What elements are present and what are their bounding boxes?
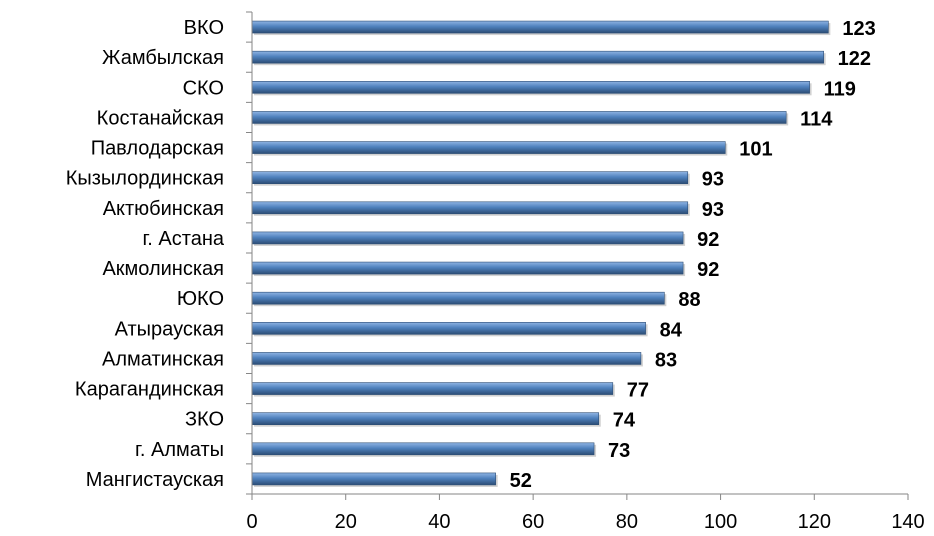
- x-tick-label: 0: [246, 511, 257, 533]
- bar: [251, 111, 787, 124]
- category-label: Акмолинская: [102, 258, 224, 280]
- data-label: 93: [702, 199, 724, 221]
- category-label: Кызылординская: [66, 168, 224, 190]
- bar: [251, 472, 496, 486]
- category-label: Атырауская: [115, 318, 224, 340]
- bar: [251, 442, 595, 456]
- bar: [251, 261, 684, 275]
- category-label: г. Алматы: [135, 439, 224, 461]
- bar: [251, 81, 810, 94]
- data-label: 88: [678, 289, 700, 311]
- data-label: 92: [697, 259, 719, 281]
- category-label: Жамбылская: [102, 47, 224, 69]
- bar: [251, 141, 726, 154]
- data-label: 122: [838, 48, 871, 70]
- data-label: 101: [739, 139, 772, 161]
- data-label: 73: [608, 440, 630, 462]
- data-label: 93: [702, 169, 724, 191]
- data-label: 119: [824, 78, 856, 100]
- data-label: 77: [627, 380, 649, 402]
- bar: [251, 322, 646, 335]
- data-label: 114: [800, 108, 833, 130]
- category-label: ЮКО: [177, 288, 224, 310]
- bar: [251, 231, 684, 245]
- bar: [251, 20, 829, 34]
- category-labels-layer: ВКО Жамбылская СКО Костанайская Павлодарская…: [66, 17, 225, 491]
- category-label: ЗКО: [185, 409, 224, 431]
- bar: [251, 291, 665, 305]
- data-label: 123: [842, 18, 875, 40]
- category-label: Костанайская: [97, 107, 224, 129]
- category-label: ВКО: [184, 17, 224, 39]
- bar: [251, 171, 689, 184]
- x-tick-label: 40: [428, 511, 450, 533]
- bar: [251, 50, 824, 64]
- x-tick-label: 140: [891, 511, 924, 533]
- category-label: Павлодарская: [91, 138, 224, 160]
- bar: [251, 412, 600, 425]
- bar: [251, 201, 689, 215]
- x-tick-label: 120: [798, 511, 831, 533]
- data-label: 52: [510, 470, 532, 492]
- bar: [251, 352, 642, 365]
- x-tick-label: 60: [522, 511, 544, 533]
- category-label: Алматинская: [102, 348, 224, 370]
- category-label: г. Астана: [142, 228, 224, 250]
- category-label: Карагандинская: [75, 379, 224, 401]
- data-labels-layer: 123 122 119 114 101 93 93 92 92 88 84 83 77 74 73 52: [510, 18, 876, 492]
- data-label: 74: [613, 410, 636, 432]
- data-label: 84: [660, 319, 683, 341]
- category-label: Актюбинская: [103, 198, 224, 220]
- x-tick-label: 80: [616, 511, 638, 533]
- x-tick-label: 100: [704, 511, 737, 533]
- axes-layer: 0 20 40 60 80 100 120 140: [246, 11, 925, 533]
- data-label: 83: [655, 349, 677, 371]
- data-label: 92: [697, 229, 719, 251]
- bars-layer: [251, 20, 831, 487]
- category-label: СКО: [183, 77, 224, 99]
- x-tick-label: 20: [335, 511, 357, 533]
- category-label: Мангистауская: [86, 469, 224, 491]
- bar: [251, 382, 614, 395]
